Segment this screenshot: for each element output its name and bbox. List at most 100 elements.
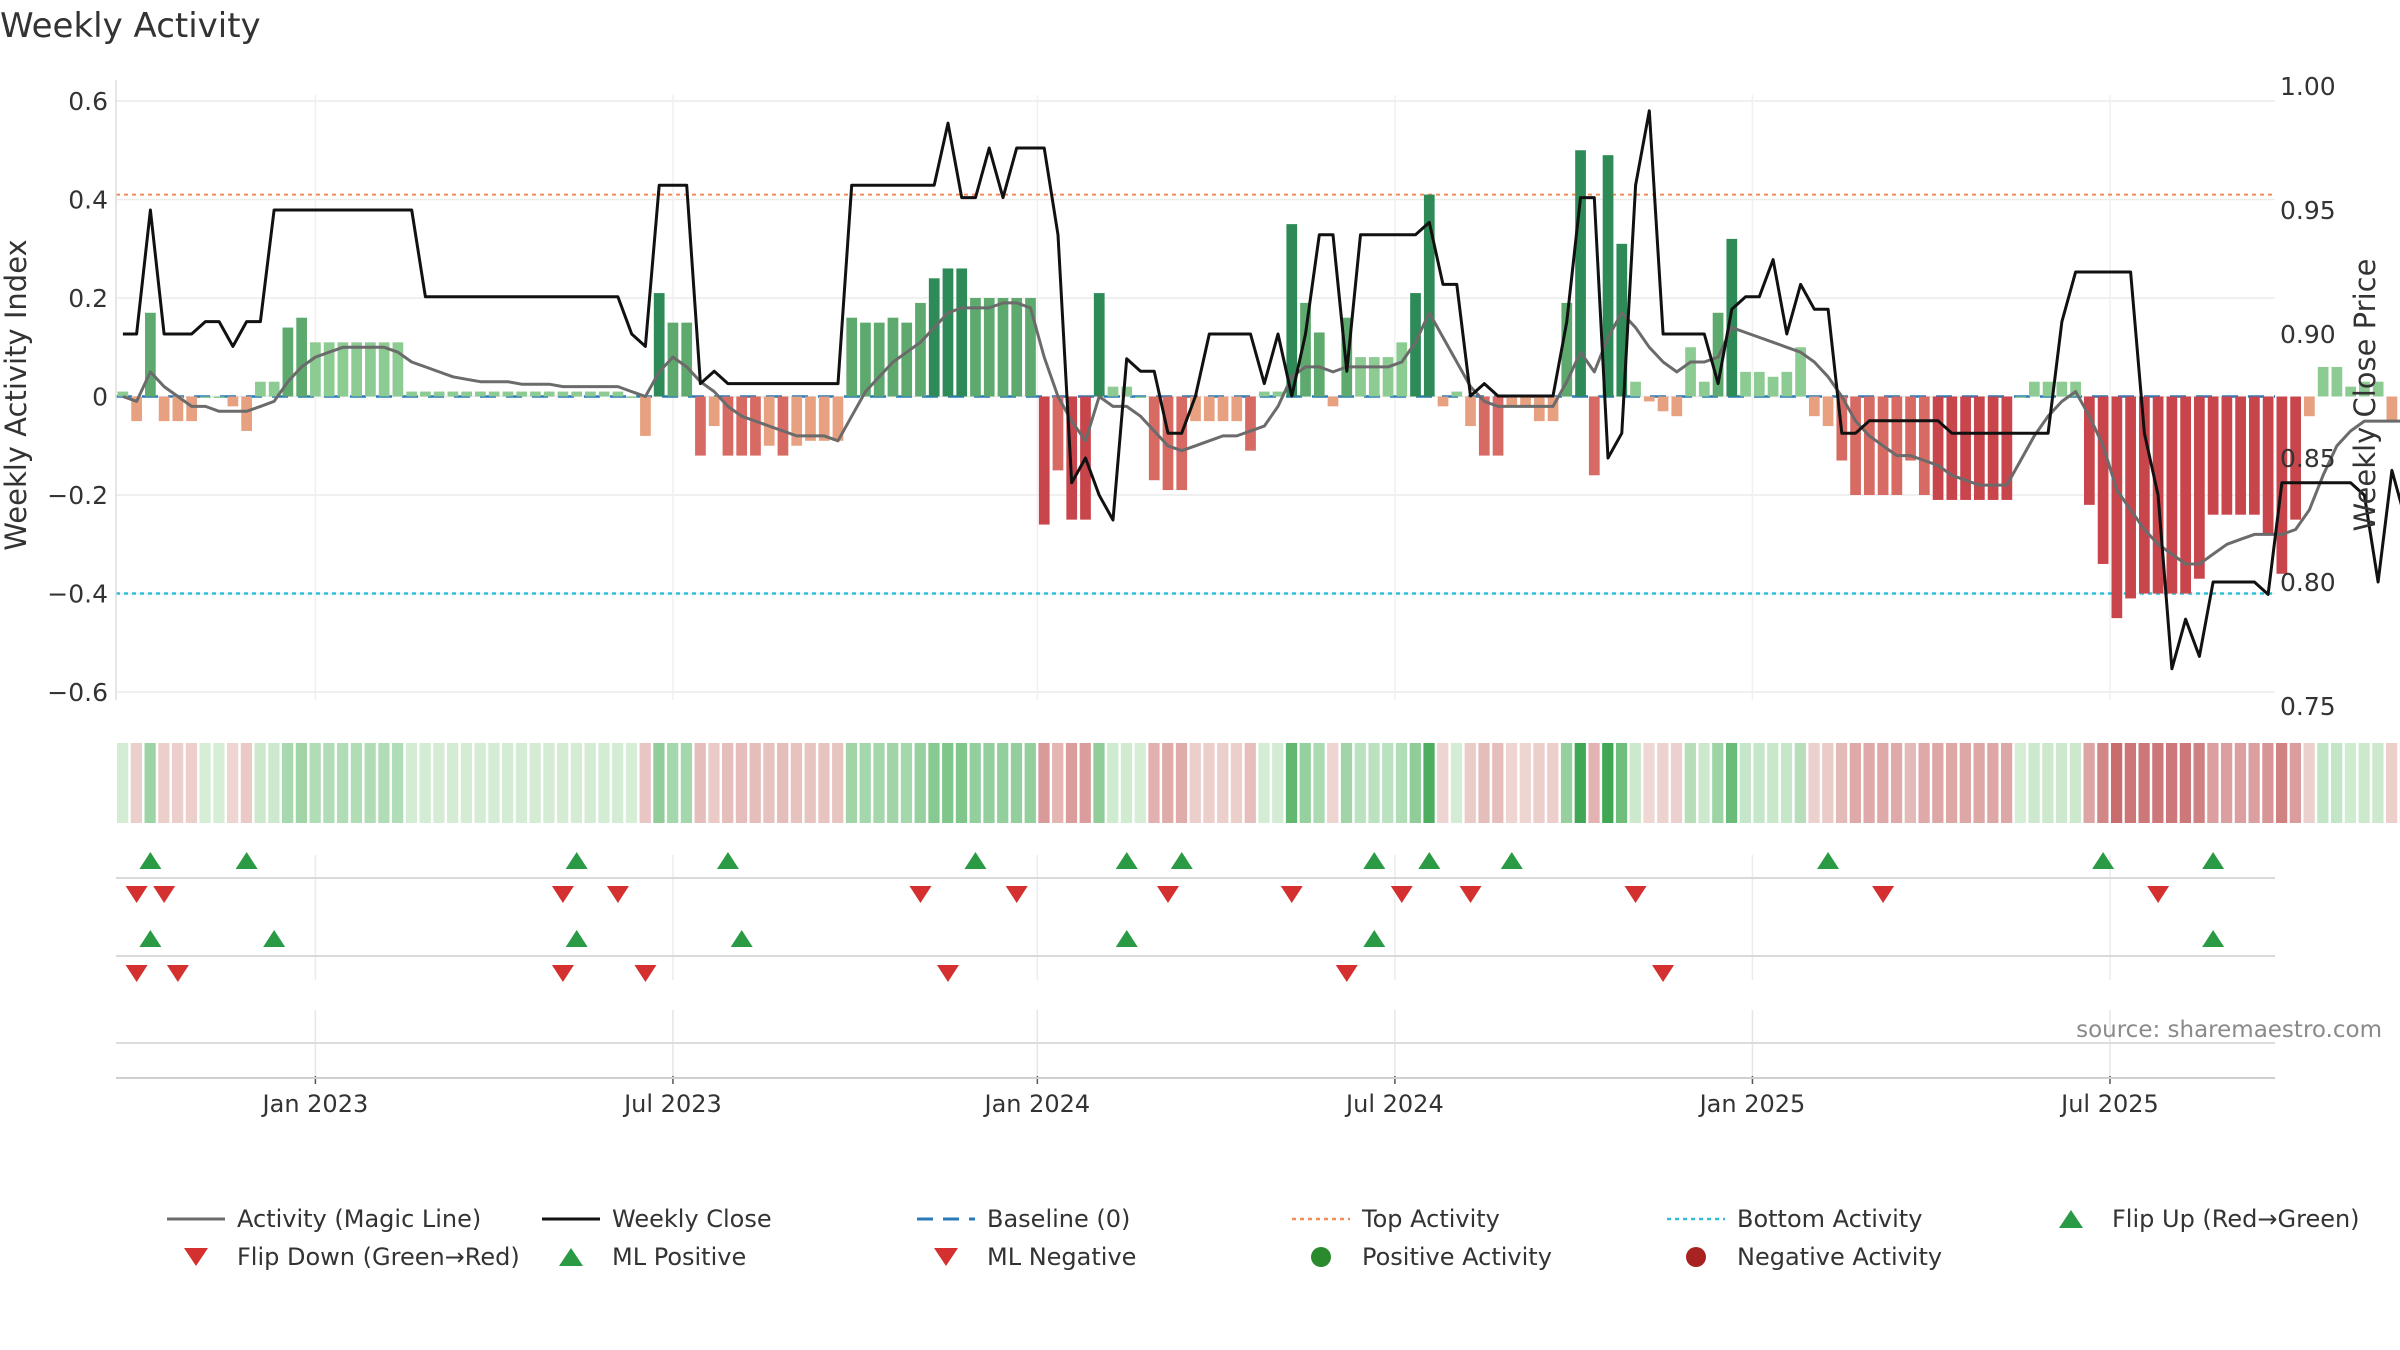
- heat-cell: [1918, 743, 1930, 823]
- activity-bar: [1355, 357, 1366, 397]
- activity-bar: [268, 381, 280, 397]
- heat-cell: [1148, 743, 1160, 823]
- activity-bar: [310, 342, 321, 397]
- heat-cell: [900, 743, 913, 823]
- heat-cell: [983, 743, 995, 823]
- activity-bar: [1451, 391, 1463, 397]
- flip-up-marker: [1817, 852, 1840, 869]
- heat-cell: [1643, 743, 1655, 823]
- activity-bar: [1093, 293, 1105, 397]
- heat-cell: [130, 743, 143, 823]
- activity-bar: [681, 322, 693, 397]
- heat-cell: [1107, 743, 1119, 823]
- legend-label: Weekly Close: [612, 1205, 772, 1233]
- chart-title: Weekly Activity: [0, 6, 261, 46]
- heat-cell: [323, 743, 335, 823]
- heat-cell: [1932, 743, 1944, 823]
- series-lines: [122, 109, 2400, 671]
- activity-bar: [915, 302, 926, 397]
- activity-bar: [846, 317, 858, 397]
- heat-cell: [1849, 743, 1861, 823]
- activity-bar: [1011, 298, 1023, 397]
- heat-cell: [240, 743, 253, 823]
- heat-cell: [2289, 743, 2302, 823]
- activity-bar: [420, 391, 431, 397]
- activity-bar: [1575, 150, 1586, 397]
- heat-cell: [2331, 743, 2343, 823]
- activity-bar: [200, 396, 211, 398]
- heat-cell: [1822, 743, 1834, 823]
- legend-item-weekly-close: Weekly Close: [540, 1205, 772, 1233]
- ml-negative-marker: [551, 965, 574, 982]
- activity-bar: [1272, 391, 1284, 397]
- heat-cell: [1615, 743, 1628, 823]
- activity-bars: [117, 150, 2398, 619]
- heat-cell: [1492, 743, 1504, 823]
- activity-bar: [1588, 396, 1600, 476]
- y-tick-label: −0.4: [47, 580, 108, 609]
- activity-bar: [2180, 396, 2191, 594]
- activity-bar: [1465, 396, 1476, 427]
- ml-negative-marker: [936, 965, 959, 982]
- heat-cell: [1010, 743, 1023, 823]
- activity-bar: [1368, 357, 1380, 397]
- activity-bar: [2083, 396, 2095, 505]
- flip-down-marker: [1624, 886, 1647, 903]
- activity-bar: [2249, 396, 2260, 515]
- heat-cell: [1505, 743, 1518, 823]
- activity-bar: [1025, 298, 1036, 397]
- heat-cell: [1657, 743, 1669, 823]
- activity-bar: [2111, 396, 2123, 619]
- heat-cell: [502, 743, 514, 823]
- legend-item-ml-positive: ML Positive: [540, 1243, 746, 1271]
- legend-dotted-icon: [1292, 1217, 1350, 1221]
- heat-cell: [887, 743, 899, 823]
- activity-bar: [2262, 396, 2274, 535]
- activity-bar: [131, 396, 142, 422]
- activity-bar: [1258, 391, 1270, 397]
- heat-cell: [364, 743, 376, 823]
- heat-cell: [2152, 743, 2164, 823]
- ml-negative-marker: [166, 965, 189, 982]
- activity-bar: [1726, 238, 1738, 397]
- heat-cell: [2220, 743, 2233, 823]
- heat-cell: [2042, 743, 2054, 823]
- heat-cell: [2165, 743, 2178, 823]
- activity-bar: [557, 391, 569, 397]
- activity-bar: [2001, 396, 2013, 500]
- heat-cell: [845, 743, 858, 823]
- flip-down-marker: [153, 886, 176, 903]
- activity-bar: [1630, 381, 1641, 397]
- y2-tick-label: 1.00: [2280, 72, 2336, 101]
- heat-cell: [199, 743, 211, 823]
- heat-cell: [1478, 743, 1490, 823]
- heat-cell: [488, 743, 500, 823]
- heat-cell: [378, 743, 390, 823]
- heat-cell: [1890, 743, 1903, 823]
- heat-cell: [942, 743, 954, 823]
- activity-bar: [158, 396, 170, 422]
- heat-cell: [873, 743, 885, 823]
- activity-bar: [1437, 396, 1449, 407]
- activity-bar: [2070, 381, 2081, 397]
- activity-bar: [2386, 396, 2398, 422]
- activity-bar: [2042, 381, 2054, 397]
- heat-cell: [557, 743, 569, 823]
- triangle-down-icon: [184, 1248, 208, 1266]
- activity-bar: [378, 342, 390, 397]
- heat-cell: [1285, 743, 1298, 823]
- heat-cell: [584, 743, 596, 823]
- heat-cell: [832, 743, 844, 823]
- heat-cell: [928, 743, 940, 823]
- activity-bar: [296, 317, 308, 397]
- heat-cell: [2317, 743, 2329, 823]
- heat-cell: [1134, 743, 1146, 823]
- heat-cell: [2248, 743, 2260, 823]
- heat-cell: [1753, 743, 1765, 823]
- activity-bar: [543, 391, 555, 397]
- ml-negative-marker: [1335, 965, 1358, 982]
- activity-bar: [1795, 347, 1806, 397]
- flip-down-marker: [909, 886, 932, 903]
- heat-cell: [639, 743, 651, 823]
- activity-bar: [1506, 396, 1518, 407]
